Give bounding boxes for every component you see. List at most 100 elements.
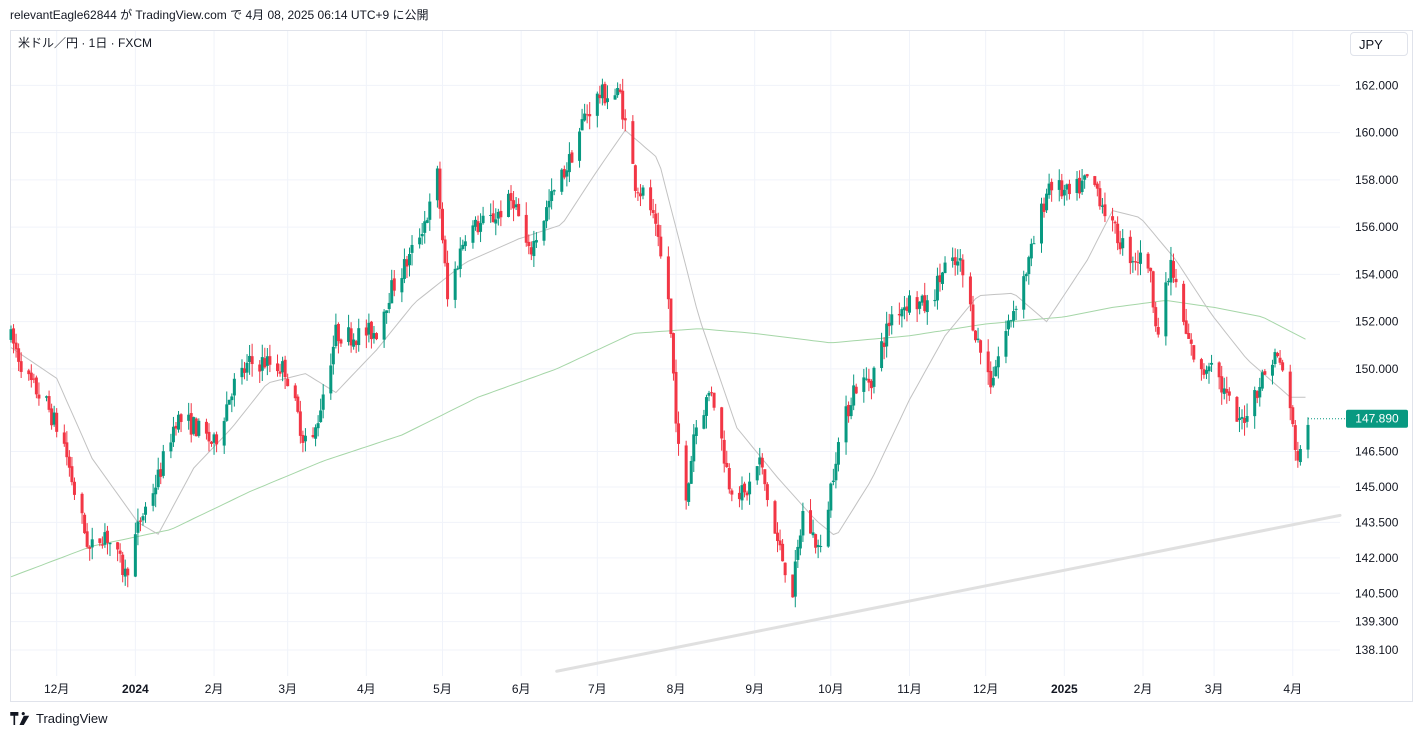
candle-body	[314, 427, 318, 439]
trend-line	[555, 513, 1342, 673]
time-tick-label: 5月	[433, 682, 452, 696]
candle-body	[1151, 271, 1155, 308]
candle-body	[138, 520, 142, 522]
candle-body	[276, 363, 280, 372]
candle-body	[187, 414, 191, 421]
candle-body	[532, 241, 536, 257]
candle-body	[621, 90, 625, 120]
candle-body	[17, 348, 21, 362]
candle-body	[836, 442, 840, 465]
candle-body	[595, 93, 599, 116]
candle-body	[192, 417, 196, 434]
candle-body	[1293, 425, 1297, 450]
candle-body	[867, 378, 871, 383]
candle-body	[352, 339, 356, 347]
candle-body	[748, 481, 752, 495]
candle-body	[494, 219, 498, 224]
candle-body	[1288, 371, 1292, 409]
candle-body	[618, 89, 622, 92]
time-tick-label: 8月	[667, 682, 686, 696]
candle-body	[1273, 352, 1277, 365]
chart-frame	[10, 30, 1413, 702]
candle-body	[1204, 370, 1208, 374]
candle-body	[588, 114, 592, 117]
candle-body	[730, 490, 734, 495]
candle-body	[854, 386, 858, 394]
candle-body	[1100, 205, 1104, 207]
candle-body	[1065, 184, 1069, 190]
candle-body	[783, 562, 787, 576]
candle-body	[920, 295, 924, 303]
time-tick-label: 2025	[1051, 682, 1078, 696]
candle-body	[293, 385, 297, 399]
time-tick-label: 2024	[122, 682, 149, 696]
candle-body	[100, 544, 104, 546]
candle-body	[88, 547, 92, 549]
candle-body	[524, 214, 528, 243]
candle-body	[684, 445, 688, 501]
candle-body	[67, 456, 71, 468]
candle-body	[570, 152, 574, 163]
candle-body	[1057, 180, 1061, 190]
candle-body	[222, 421, 226, 446]
price-tick-label: 156.000	[1355, 220, 1399, 234]
candle-body	[986, 351, 990, 373]
currency-button[interactable]: JPY	[1350, 32, 1408, 56]
candle-body	[527, 241, 531, 247]
candle-body	[151, 493, 155, 506]
candle-body	[578, 131, 582, 161]
candle-body	[108, 542, 112, 545]
candle-body	[908, 295, 912, 313]
candle-body	[1039, 203, 1043, 244]
candle-body	[971, 304, 975, 331]
candle-body	[438, 168, 442, 209]
candle-body	[1243, 418, 1247, 423]
price-tick-label: 140.500	[1355, 586, 1399, 600]
candle-body	[918, 301, 922, 309]
price-tick-label: 152.000	[1355, 315, 1399, 329]
price-tick-label: 154.000	[1355, 267, 1399, 281]
candle-body	[506, 193, 510, 217]
candle-body	[826, 509, 830, 547]
candle-body	[1263, 371, 1267, 375]
candle-body	[331, 346, 335, 365]
candle-body	[1146, 253, 1150, 269]
candle-body	[212, 434, 216, 443]
candle-body	[1291, 407, 1295, 425]
candle-body	[1199, 359, 1203, 370]
candle-body	[1270, 364, 1274, 376]
candle-body	[1210, 362, 1214, 365]
candle-body	[1174, 278, 1178, 283]
candle-body	[796, 546, 800, 560]
candle-body	[1014, 308, 1018, 310]
candle-body	[215, 434, 219, 445]
candle-body	[567, 154, 571, 173]
candle-body	[674, 371, 678, 424]
candle-body	[763, 469, 767, 485]
price-tick-label: 162.000	[1355, 78, 1399, 92]
candle-body	[364, 327, 368, 336]
candle-body	[545, 207, 549, 222]
candle-body	[296, 396, 300, 412]
candle-body	[177, 414, 181, 430]
candle-body	[887, 322, 891, 327]
candle-body	[1227, 391, 1231, 396]
candle-body	[263, 358, 267, 368]
time-tick-label: 4月	[1283, 682, 1302, 696]
candle-body	[760, 457, 764, 468]
candle-body	[171, 426, 175, 443]
candle-body	[1078, 177, 1082, 194]
candle-body	[552, 190, 556, 192]
candle-body	[303, 435, 307, 442]
candle-body	[27, 370, 31, 375]
footer-brand: TradingView	[36, 711, 108, 726]
candle-body	[1012, 311, 1016, 321]
candle-body	[560, 169, 564, 192]
candle-body	[1154, 307, 1158, 327]
candle-body	[159, 469, 163, 477]
candle-body	[407, 254, 411, 266]
candle-body	[649, 187, 653, 211]
candle-body	[489, 214, 493, 216]
candle-body	[45, 396, 49, 398]
